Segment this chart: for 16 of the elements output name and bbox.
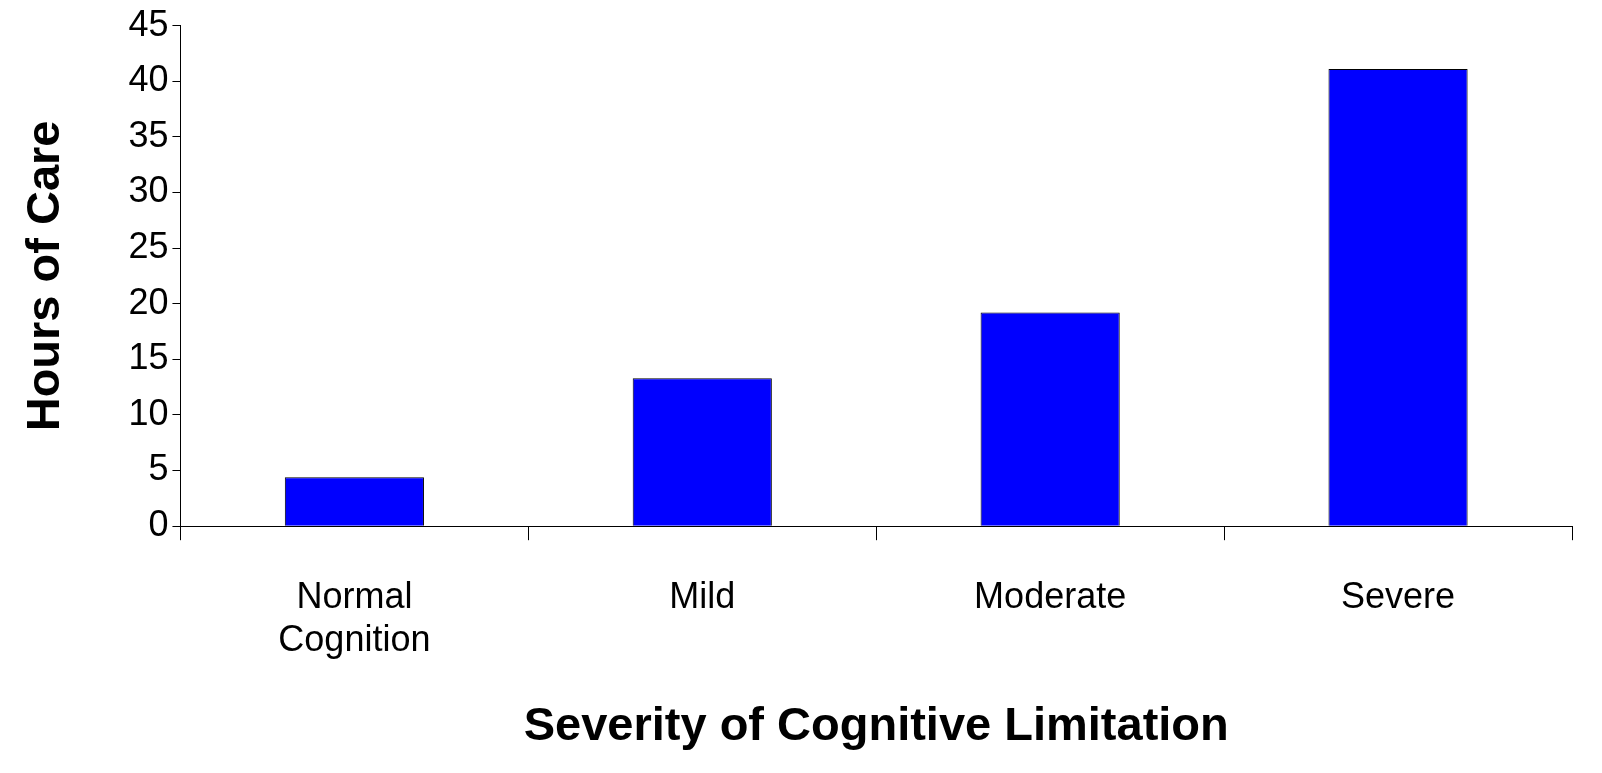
x-tick-label: Severe xyxy=(1341,574,1456,616)
y-tick-label: 25 xyxy=(128,225,169,267)
y-tick-label: 0 xyxy=(148,503,169,545)
y-tick-label: 40 xyxy=(128,58,169,100)
y-tick-label: 5 xyxy=(148,447,169,489)
y-tick-label: 30 xyxy=(128,169,169,211)
x-tick-label: Moderate xyxy=(974,574,1127,616)
y-tick-label: 20 xyxy=(128,280,169,322)
x-axis-title: Severity of Cognitive Limitation xyxy=(523,696,1229,750)
x-tick-label: Normal Cognition xyxy=(278,574,431,659)
y-tick-label: 10 xyxy=(128,391,169,433)
y-tick-label: 15 xyxy=(128,336,169,378)
y-axis-title: Hours of Care xyxy=(16,120,70,432)
y-tick-label: 35 xyxy=(128,113,169,155)
y-tick-label: 45 xyxy=(128,2,169,44)
x-tick-label: Mild xyxy=(669,574,736,616)
